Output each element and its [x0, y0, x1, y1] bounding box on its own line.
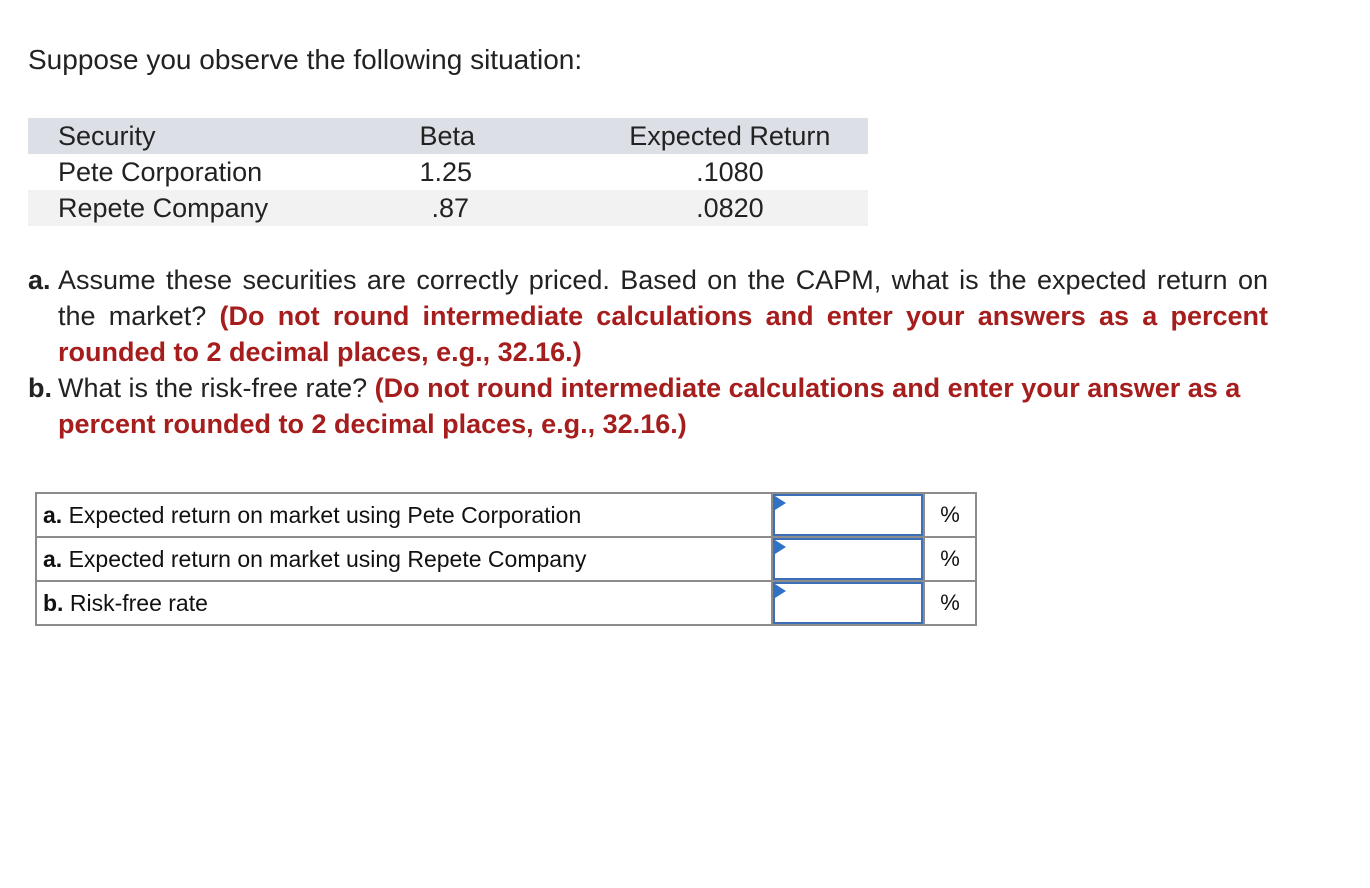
security-name: Pete Corporation: [58, 156, 263, 187]
pete-market-return-input[interactable]: [775, 496, 921, 534]
answer-label: Expected return on market using Repete C…: [68, 545, 587, 572]
header-beta: Beta: [419, 120, 476, 151]
question-b: b. What is the risk-free rate? (Do not r…: [28, 370, 1268, 442]
answer-label-cell: a. Expected return on market using Pete …: [35, 492, 773, 538]
answer-label: Expected return on market using Pete Cor…: [68, 501, 582, 528]
header-security: Security: [58, 120, 156, 151]
security-beta: 1.25: [419, 156, 473, 187]
security-expected-return: .1080: [696, 156, 764, 187]
input-border: [773, 494, 923, 536]
question-label: b.: [28, 373, 52, 403]
question-instruction: (Do not round intermediate calculations …: [58, 373, 1241, 439]
answer-label-cell: b. Risk-free rate: [35, 580, 773, 626]
answer-prefix: a.: [43, 501, 63, 528]
table-row: Repete Company .87 .0820: [28, 190, 868, 226]
answer-row: b. Risk-free rate %: [35, 580, 977, 626]
table-row: Pete Corporation 1.25 .1080: [28, 154, 868, 190]
input-border: [773, 582, 923, 624]
security-beta: .87: [431, 192, 470, 223]
answer-input-cell: [771, 492, 925, 538]
question-label: a.: [28, 265, 51, 295]
header-expected-return: Expected Return: [629, 120, 831, 151]
answer-row: a. Expected return on market using Pete …: [35, 492, 977, 538]
answer-label-cell: a. Expected return on market using Repet…: [35, 536, 773, 582]
table-header-row: Security Beta Expected Return: [28, 118, 868, 154]
security-expected-return: .0820: [696, 192, 764, 223]
answer-row: a. Expected return on market using Repet…: [35, 536, 977, 582]
question-a: a. Assume these securities are correctly…: [28, 262, 1268, 370]
problem-intro: Suppose you observe the following situat…: [28, 44, 583, 75]
repete-market-return-input[interactable]: [775, 540, 921, 578]
answer-prefix: b.: [43, 589, 64, 616]
answer-prefix: a.: [43, 545, 63, 572]
question-instruction: (Do not round intermediate calculations …: [58, 301, 1268, 367]
answer-input-cell: [771, 580, 925, 626]
answer-label: Risk-free rate: [69, 589, 208, 616]
security-name: Repete Company: [58, 192, 269, 223]
question-body: Assume these securities are correctly pr…: [58, 262, 1268, 370]
answer-table: a. Expected return on market using Pete …: [35, 492, 977, 626]
question-list: a. Assume these securities are correctly…: [28, 262, 1268, 442]
question-text: Assume these securities are correctly pr…: [58, 265, 1268, 331]
input-border: [773, 538, 923, 580]
percent-unit: %: [923, 580, 977, 626]
answer-input-cell: [771, 536, 925, 582]
question-text: What is the risk-free rate?: [58, 373, 368, 403]
percent-unit: %: [923, 536, 977, 582]
security-table: Security Beta Expected Return Pete Corpo…: [28, 118, 868, 226]
percent-unit: %: [923, 492, 977, 538]
risk-free-rate-input[interactable]: [775, 584, 921, 622]
question-body: What is the risk-free rate? (Do not roun…: [58, 370, 1268, 442]
